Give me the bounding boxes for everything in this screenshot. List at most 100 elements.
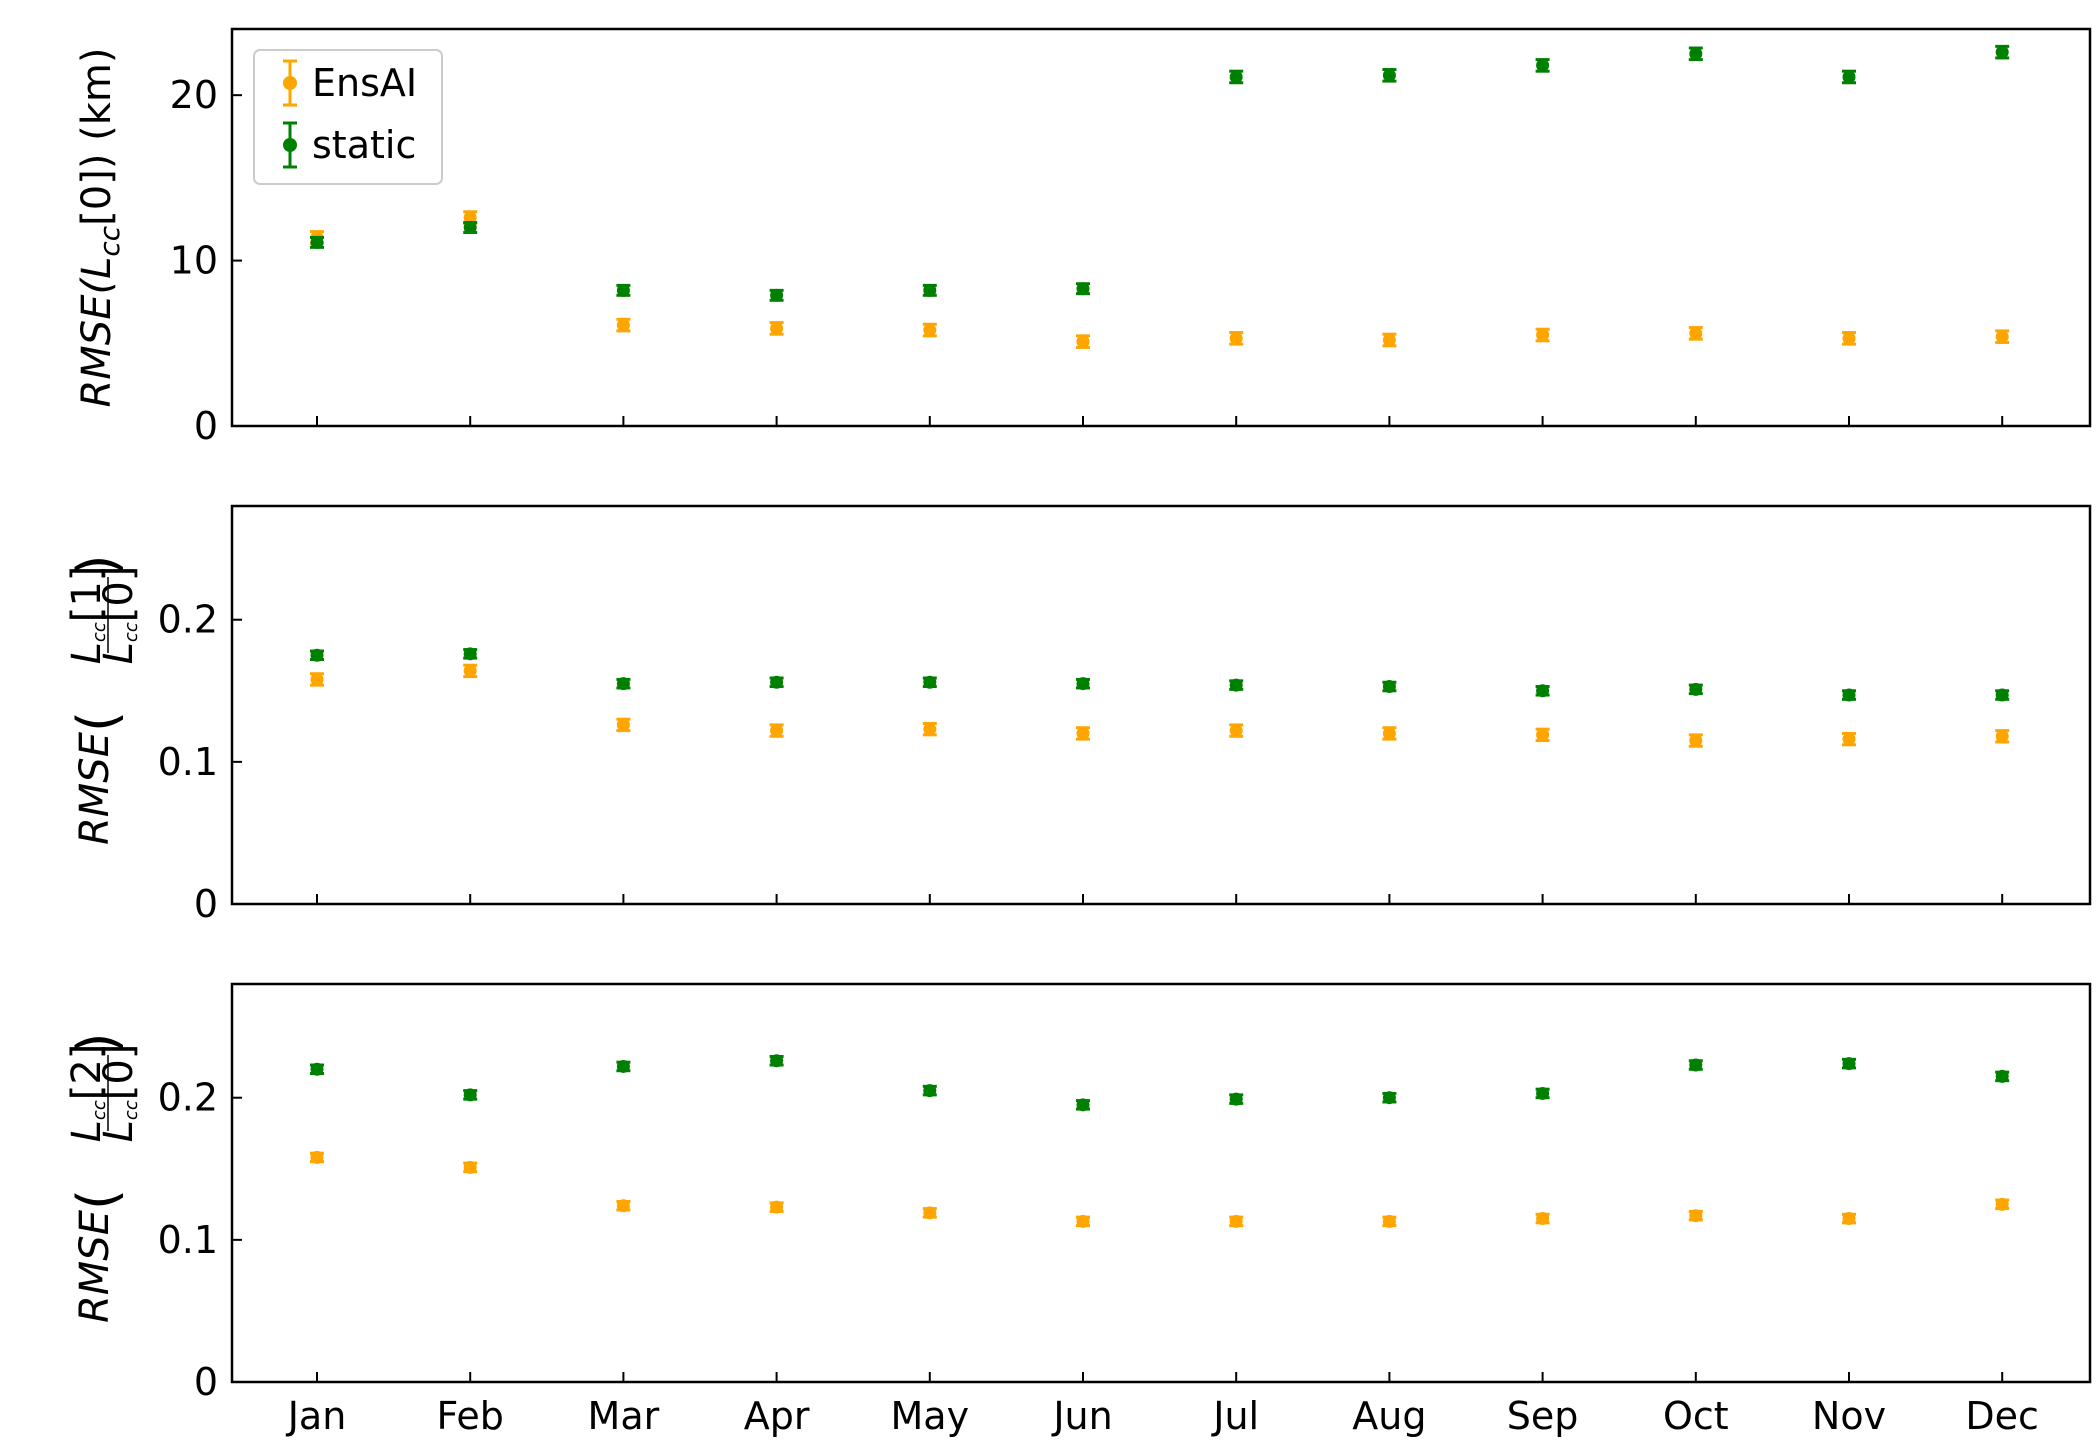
y-axis-label: RMSE( [66, 1189, 129, 1323]
y-tick-label: 0 [194, 882, 218, 926]
x-tick-label: May [891, 1394, 970, 1438]
denominator-var: L [96, 642, 142, 664]
x-tick-label: Dec [1965, 1394, 2039, 1438]
y-tick-label: 0.2 [158, 1076, 218, 1120]
data-point [770, 675, 784, 689]
data-point [1076, 677, 1090, 691]
data-point [1076, 335, 1090, 349]
data-point [463, 221, 477, 234]
denominator-sub: cc [121, 622, 142, 642]
data-point [1382, 1091, 1396, 1105]
numerator-var: L [64, 1120, 110, 1142]
data-point [310, 648, 324, 662]
plot-frame [230, 504, 2092, 906]
data-point [1842, 1212, 1856, 1226]
panel-1: 0 10 20 RMSE(Lcc[0]) (km) [74, 27, 2092, 448]
plot-frame [230, 982, 2092, 1384]
ylabel-fraction: Lcc[2]Lcc[0] [64, 1044, 142, 1143]
series-ensai [310, 210, 2010, 349]
series-ensai [310, 1150, 2010, 1228]
x-tick-label: Nov [1812, 1394, 1886, 1438]
data-point [1536, 1212, 1550, 1226]
data-point [616, 718, 630, 732]
data-point [1076, 1214, 1090, 1228]
data-point [1382, 333, 1396, 347]
data-point [616, 1199, 630, 1213]
data-point [1536, 684, 1550, 698]
legend-label: static [312, 123, 416, 167]
ylabel-sub: cc [93, 225, 126, 256]
data-point [1842, 688, 1856, 702]
ylabel-tail: [0]) (km) [74, 48, 120, 226]
y-tick-label: 10 [170, 239, 218, 283]
ylabel-paren-close: ) [66, 554, 129, 575]
y-tick-label: 0.1 [158, 740, 218, 784]
data-point [1995, 729, 2009, 743]
data-point [1536, 1086, 1550, 1100]
data-point [1382, 726, 1396, 740]
series-static [310, 44, 2010, 302]
data-point [1689, 47, 1703, 61]
data-point [770, 1054, 784, 1068]
data-point [310, 672, 324, 686]
data-point [770, 724, 784, 738]
y-tick-label: 0 [194, 1360, 218, 1404]
data-point [1842, 331, 1856, 345]
data-point [616, 1059, 630, 1073]
ylabel-main: RMSE( [74, 277, 120, 408]
data-point [1995, 1069, 2009, 1083]
ylabel-paren-open: ( [66, 711, 129, 732]
x-tick-label: Mar [588, 1394, 660, 1438]
data-point [616, 283, 630, 297]
numerator-index: [1] [64, 566, 110, 623]
data-point [1076, 1098, 1090, 1112]
ylabel-var: L [74, 257, 120, 279]
data-point [463, 647, 477, 661]
x-tick-label: Aug [1352, 1394, 1426, 1438]
x-tick-label: Apr [744, 1394, 810, 1438]
data-point [923, 1206, 937, 1220]
data-point [1229, 1092, 1243, 1106]
y-tick-label: 0 [194, 404, 218, 448]
series-static [310, 1054, 2010, 1112]
data-point [923, 1084, 937, 1098]
data-point [1536, 728, 1550, 742]
data-point [1995, 1197, 2009, 1211]
data-point [1842, 70, 1856, 84]
data-point [463, 1088, 477, 1102]
data-point [1229, 678, 1243, 692]
data-point [463, 664, 477, 678]
ylabel-fraction: Lcc[1]Lcc[0] [64, 566, 142, 665]
legend-marker-dot [283, 76, 297, 90]
data-point [1229, 1214, 1243, 1228]
data-point [1229, 70, 1243, 84]
numerator-var: L [64, 642, 110, 664]
y-axis-label: RMSE( [66, 711, 129, 845]
data-point [463, 1160, 477, 1174]
data-point [1076, 282, 1090, 296]
ylabel-main: RMSE [72, 731, 118, 845]
legend-frame [253, 49, 443, 185]
plot-frame [230, 27, 2092, 428]
data-point [770, 288, 784, 302]
fraction-numerator: Lcc[1] [64, 566, 110, 665]
data-point [770, 321, 784, 335]
y-tick-label: 20 [170, 73, 218, 117]
data-point [1689, 326, 1703, 340]
x-tick-label: Feb [437, 1394, 504, 1438]
data-point [1382, 68, 1396, 82]
data-point [923, 323, 937, 337]
data-point [1689, 682, 1703, 696]
data-point [310, 1062, 324, 1076]
data-point [1842, 732, 1856, 746]
series-static [310, 647, 2010, 702]
data-point [1536, 328, 1550, 342]
data-point [616, 318, 630, 332]
data-point [770, 1200, 784, 1214]
data-point [1689, 734, 1703, 748]
ylabel-paren-close: ) [66, 1032, 129, 1053]
denominator-var: L [96, 1120, 142, 1142]
data-point [1382, 680, 1396, 694]
